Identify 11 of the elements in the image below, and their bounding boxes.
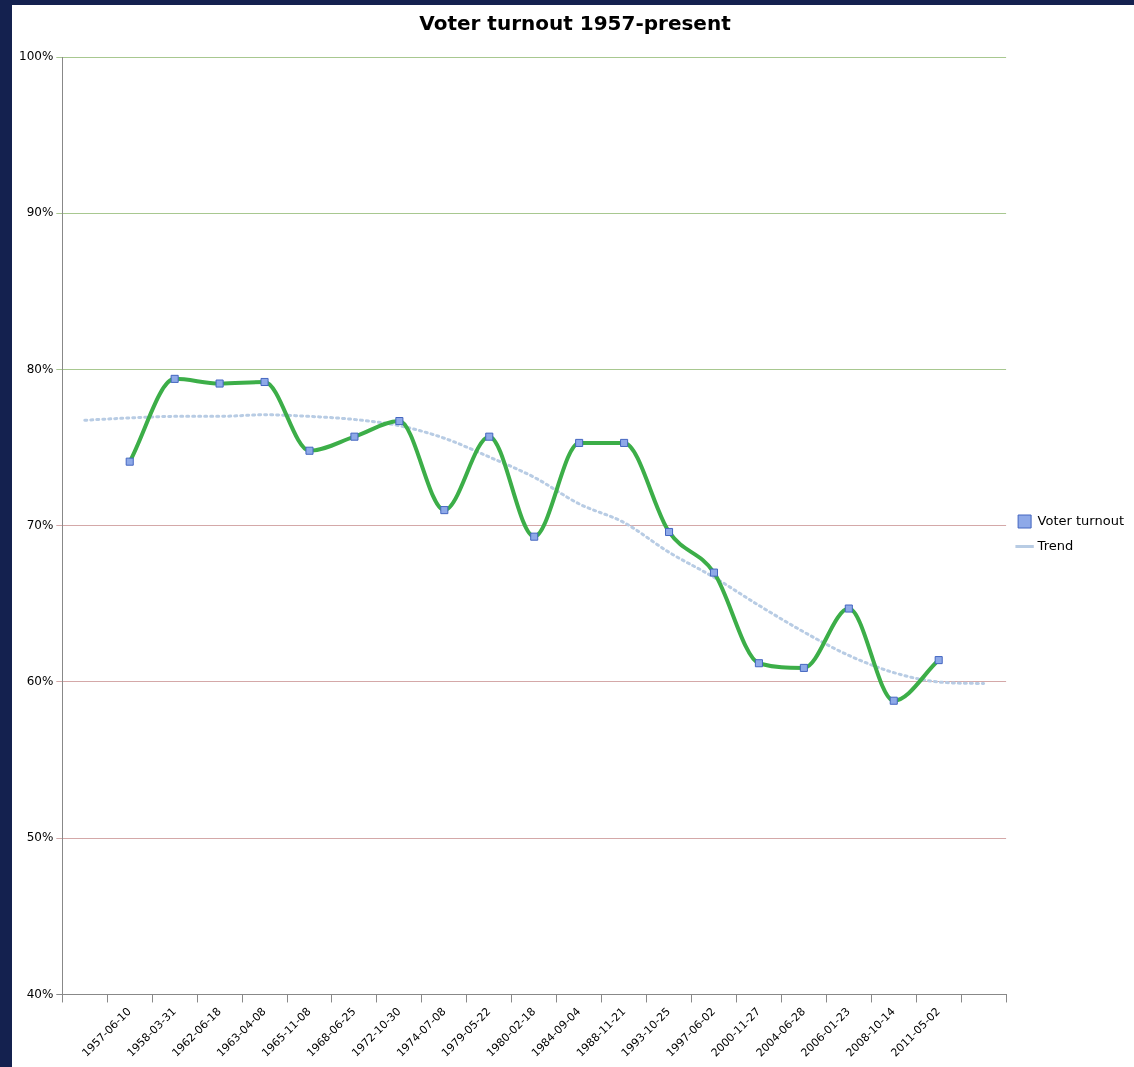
y-tick-label: 70%: [26, 517, 54, 532]
legend-label: Trend: [1036, 537, 1074, 553]
y-tick-label: 100%: [18, 49, 54, 64]
y-tick-label: 90%: [26, 205, 54, 220]
legend-label: Voter turnout: [1037, 512, 1125, 528]
line-series: [83, 413, 986, 686]
y-tick-label: 40%: [26, 986, 54, 1001]
y-tick-label: 60%: [26, 674, 54, 689]
y-tick-label: 50%: [26, 830, 54, 845]
chart-title: Voter turnout 1957-present: [419, 11, 732, 36]
y-tick-label: 80%: [26, 361, 54, 376]
